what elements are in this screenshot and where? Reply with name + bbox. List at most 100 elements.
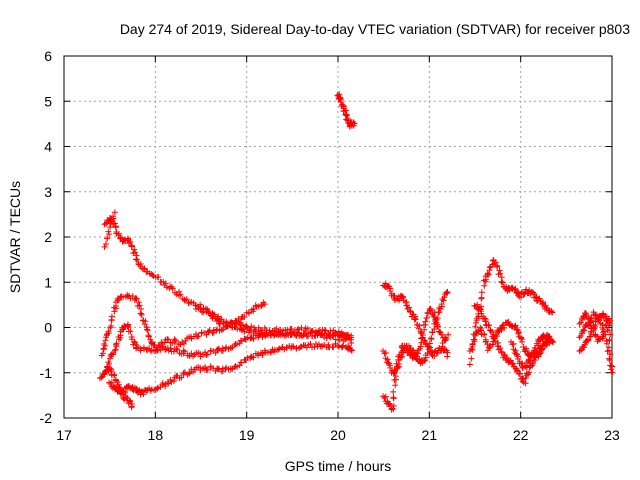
- data-point-marker: [429, 329, 436, 336]
- data-point-marker: [124, 322, 131, 329]
- data-point-marker: [108, 313, 115, 320]
- data-point-marker: [604, 348, 611, 355]
- data-point-marker: [197, 301, 204, 308]
- data-point-marker: [399, 294, 406, 301]
- data-point-marker: [149, 272, 156, 279]
- data-point-marker: [442, 336, 449, 343]
- data-point-marker: [406, 304, 413, 311]
- data-point-marker: [499, 279, 506, 286]
- data-point-marker: [549, 309, 556, 316]
- data-point-marker: [532, 345, 539, 352]
- data-point-marker: [512, 322, 519, 329]
- data-point-marker: [600, 329, 607, 336]
- data-point-marker: [510, 340, 517, 347]
- data-point-marker: [441, 294, 448, 301]
- y-tick-label: 0: [44, 320, 52, 336]
- series-track-start-spike: [101, 209, 118, 250]
- data-point-marker: [511, 286, 518, 293]
- data-point-marker: [155, 342, 162, 349]
- x-tick-label: 17: [56, 427, 72, 443]
- data-point-marker: [241, 335, 248, 342]
- data-point-marker: [220, 320, 227, 327]
- data-point-marker: [348, 347, 355, 354]
- data-point-marker: [107, 365, 114, 372]
- data-point-marker: [348, 339, 355, 346]
- data-point-marker: [247, 327, 254, 334]
- data-point-marker: [588, 328, 595, 335]
- y-tick-label: 3: [44, 184, 52, 200]
- data-point-marker: [217, 320, 224, 327]
- data-point-marker: [392, 368, 399, 375]
- data-point-marker: [423, 314, 430, 321]
- data-point-marker: [125, 324, 132, 331]
- data-point-marker: [126, 397, 133, 404]
- data-point-marker: [411, 315, 418, 322]
- data-point-marker: [480, 331, 487, 338]
- data-point-marker: [250, 335, 257, 342]
- data-point-marker: [443, 289, 450, 296]
- data-point-marker: [512, 347, 519, 354]
- data-point-marker: [466, 361, 473, 368]
- data-point-marker: [261, 301, 268, 308]
- data-point-marker: [533, 293, 540, 300]
- y-tick-label: 1: [44, 274, 52, 290]
- data-point-marker: [214, 346, 221, 353]
- data-point-marker: [608, 366, 615, 373]
- data-point-marker: [396, 351, 403, 358]
- data-point-marker: [334, 331, 341, 338]
- data-point-marker: [581, 327, 588, 334]
- data-point-marker: [212, 349, 219, 356]
- data-point-marker: [438, 301, 445, 308]
- data-point-marker: [494, 263, 501, 270]
- data-point-marker: [522, 380, 529, 387]
- data-point-marker: [141, 265, 148, 272]
- data-point-marker: [141, 345, 148, 352]
- data-point-marker: [170, 377, 177, 384]
- data-point-marker: [142, 318, 149, 325]
- data-point-marker: [413, 353, 420, 360]
- data-point-marker: [99, 350, 106, 357]
- data-point-marker: [606, 327, 613, 334]
- data-point-marker: [606, 337, 613, 344]
- data-point-marker: [243, 325, 250, 332]
- data-point-marker: [136, 302, 143, 309]
- data-point-marker: [140, 266, 147, 273]
- data-point-marker: [577, 347, 584, 354]
- chart-title: Day 274 of 2019, Sidereal Day-to-day VTE…: [120, 21, 630, 37]
- y-tick-label: 5: [44, 93, 52, 109]
- data-point-marker: [470, 336, 477, 343]
- data-point-marker: [131, 338, 138, 345]
- data-point-marker: [325, 341, 332, 348]
- grid-lines: [64, 56, 612, 418]
- data-point-marker: [531, 347, 538, 354]
- data-point-marker: [203, 331, 210, 338]
- data-point-marker: [481, 282, 488, 289]
- data-point-marker: [101, 243, 108, 250]
- data-point-marker: [128, 403, 135, 410]
- data-point-marker: [270, 332, 277, 339]
- data-point-marker: [337, 99, 344, 106]
- data-point-marker: [133, 295, 140, 302]
- data-point-marker: [419, 332, 426, 339]
- data-point-marker: [444, 353, 451, 360]
- data-point-marker: [111, 372, 118, 379]
- data-point-marker: [398, 348, 405, 355]
- data-point-marker: [234, 363, 241, 370]
- data-point-marker: [174, 346, 181, 353]
- x-tick-label: 20: [330, 427, 346, 443]
- data-point-marker: [392, 382, 399, 389]
- data-point-marker: [581, 314, 588, 321]
- data-point-marker: [492, 259, 499, 266]
- data-point-marker: [145, 333, 152, 340]
- x-tick-label: 23: [604, 427, 620, 443]
- data-point-marker: [484, 270, 491, 277]
- data-point-marker: [431, 314, 438, 321]
- series-track-mid-rising-b: [192, 301, 355, 346]
- data-point-marker: [603, 340, 610, 347]
- data-point-marker: [386, 400, 393, 407]
- data-point-marker: [116, 386, 123, 393]
- data-point-marker: [106, 224, 113, 231]
- data-point-marker: [424, 350, 431, 357]
- data-point-marker: [600, 328, 607, 335]
